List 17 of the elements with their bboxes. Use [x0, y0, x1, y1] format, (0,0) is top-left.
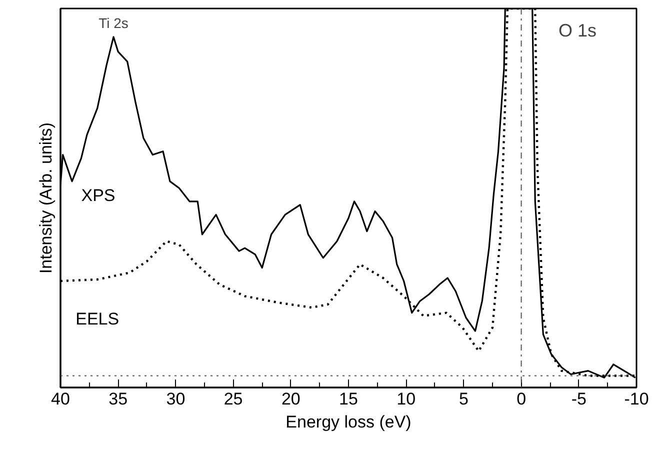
series-label: XPS: [81, 186, 116, 206]
y-axis-title: Intensity (Arb. units): [36, 122, 56, 274]
x-tick-label: 35: [108, 390, 128, 408]
x-tick-label: 20: [281, 390, 300, 408]
x-tick-label: -10: [624, 390, 649, 408]
series-label: EELS: [76, 309, 120, 328]
annotation: O 1s: [558, 20, 597, 40]
annotation: Ti 2s: [98, 15, 128, 32]
x-tick-label: 40: [51, 390, 70, 408]
x-tick-label: 15: [339, 390, 358, 408]
x-tick-label: 5: [458, 390, 468, 408]
x-tick-label: 0: [516, 390, 526, 408]
x-tick-label: 30: [166, 390, 186, 408]
x-tick-label: -5: [571, 390, 586, 408]
x-tick-label: 25: [224, 390, 243, 408]
x-axis-title: Energy loss (eV): [286, 412, 412, 432]
x-tick-label: 10: [396, 390, 416, 408]
